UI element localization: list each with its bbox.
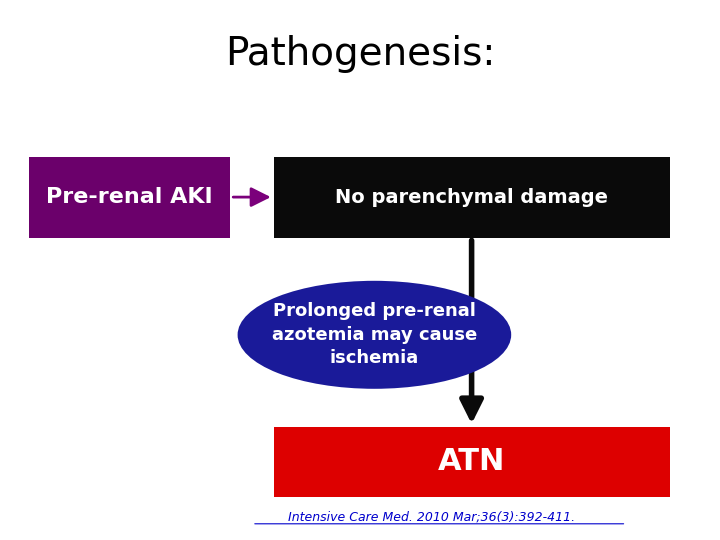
- Ellipse shape: [238, 281, 511, 389]
- Text: No parenchymal damage: No parenchymal damage: [335, 187, 608, 207]
- FancyBboxPatch shape: [274, 427, 670, 497]
- FancyBboxPatch shape: [29, 157, 230, 238]
- Text: Pre-renal AKI: Pre-renal AKI: [46, 187, 213, 207]
- Text: Pathogenesis:: Pathogenesis:: [225, 35, 495, 73]
- FancyBboxPatch shape: [274, 157, 670, 238]
- Text: ATN: ATN: [438, 447, 505, 476]
- Text: Intensive Care Med. 2010 Mar;36(3):392-411.: Intensive Care Med. 2010 Mar;36(3):392-4…: [289, 511, 575, 524]
- Text: Prolonged pre-renal
azotemia may cause
ischemia: Prolonged pre-renal azotemia may cause i…: [271, 302, 477, 367]
